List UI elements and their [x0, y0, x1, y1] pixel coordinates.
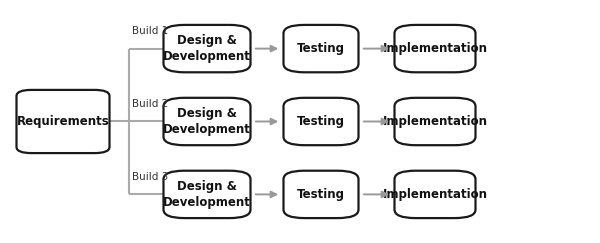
FancyBboxPatch shape	[395, 98, 476, 145]
Text: Implementation: Implementation	[383, 188, 487, 201]
Text: Build 2: Build 2	[132, 99, 168, 109]
Text: Testing: Testing	[297, 188, 345, 201]
Text: Design &
Development: Design & Development	[163, 107, 251, 136]
Text: Build 3: Build 3	[132, 172, 168, 182]
Text: Requirements: Requirements	[17, 115, 109, 128]
Text: Implementation: Implementation	[383, 42, 487, 55]
FancyBboxPatch shape	[163, 171, 251, 218]
FancyBboxPatch shape	[163, 98, 251, 145]
Text: Design &
Development: Design & Development	[163, 180, 251, 209]
Text: Testing: Testing	[297, 115, 345, 128]
FancyBboxPatch shape	[163, 25, 251, 72]
Text: Design &
Development: Design & Development	[163, 34, 251, 63]
FancyBboxPatch shape	[395, 171, 476, 218]
Text: Testing: Testing	[297, 42, 345, 55]
FancyBboxPatch shape	[284, 171, 359, 218]
FancyBboxPatch shape	[284, 25, 359, 72]
FancyBboxPatch shape	[16, 90, 110, 153]
FancyBboxPatch shape	[395, 25, 476, 72]
Text: Implementation: Implementation	[383, 115, 487, 128]
Text: Build 1: Build 1	[132, 26, 168, 36]
FancyBboxPatch shape	[284, 98, 359, 145]
